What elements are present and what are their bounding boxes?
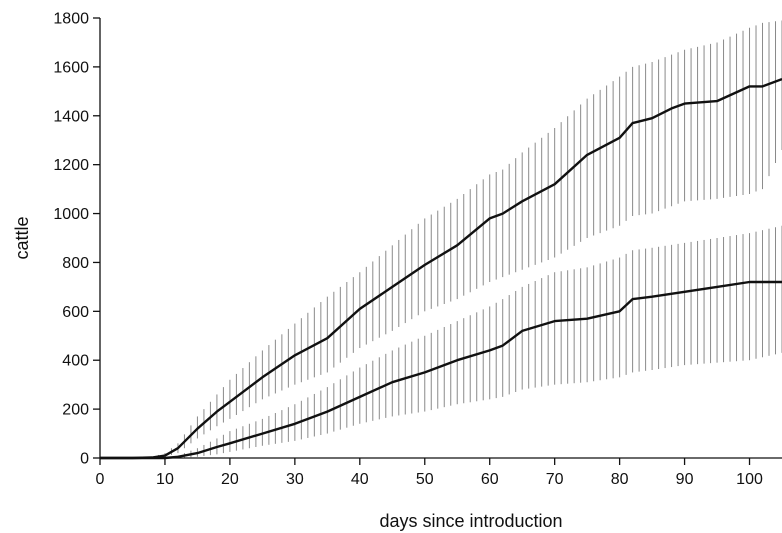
y-axis-title: cattle [12,216,32,259]
y-tick-label: 600 [62,304,89,321]
x-tick-label: 20 [221,471,239,488]
y-tick-label: 800 [62,255,89,272]
y-tick-label: 1400 [53,108,89,125]
x-tick-label: 70 [546,471,564,488]
y-tick-label: 1800 [53,11,89,28]
x-tick-label: 30 [286,471,304,488]
x-tick-label: 50 [416,471,434,488]
x-axis-title: days since introduction [379,511,562,531]
x-tick-label: 100 [736,471,763,488]
y-tick-label: 1600 [53,59,89,76]
x-tick-label: 60 [481,471,499,488]
y-tick-label: 1200 [53,157,89,174]
x-ticks: 0 10 20 30 40 50 60 70 80 90 100 [96,458,763,488]
x-tick-label: 80 [611,471,629,488]
mean-lines-layer [100,77,782,460]
series-line-2 [100,280,782,460]
x-tick-label: 0 [96,471,105,488]
y-tick-label: 1000 [53,206,89,223]
y-ticks: 0 200 400 600 800 1000 1200 1400 1600 1800 [53,11,100,468]
y-tick-label: 400 [62,353,89,370]
x-tick-label: 10 [156,471,174,488]
x-tick-label: 40 [351,471,369,488]
x-tick-label: 90 [676,471,694,488]
series-line-1 [100,77,782,460]
error-bars-layer [157,20,782,458]
y-tick-label: 0 [80,451,89,468]
y-tick-label: 200 [62,402,89,419]
